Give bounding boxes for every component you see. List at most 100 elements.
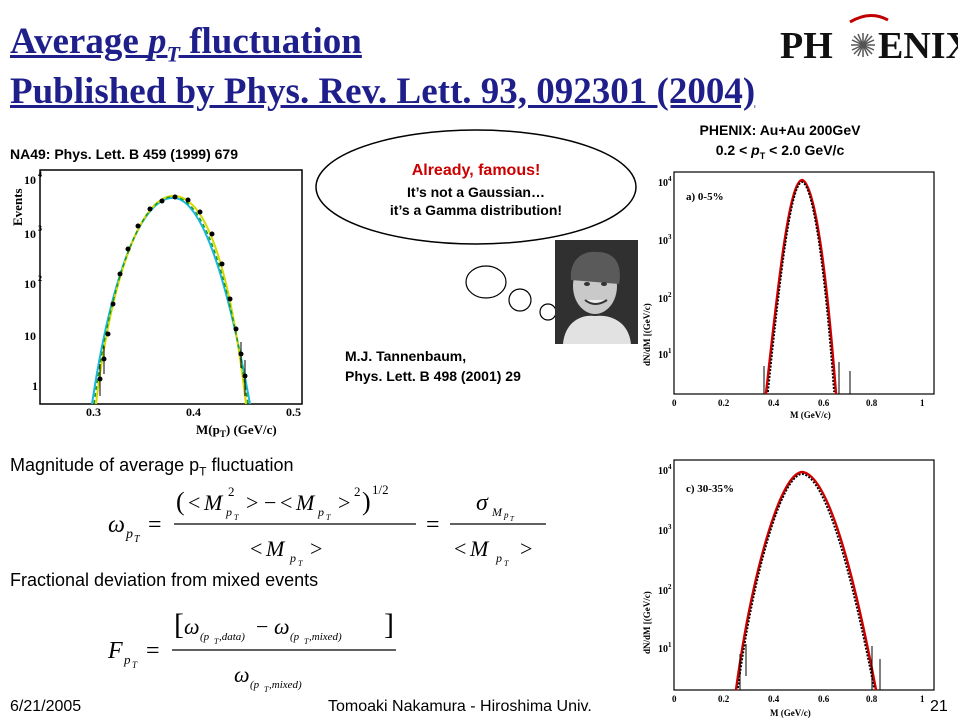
svg-text:ω: ω bbox=[108, 512, 125, 538]
svg-text:=: = bbox=[146, 638, 160, 664]
thought-circles bbox=[460, 262, 560, 322]
fractional-label: Fractional deviation from mixed events bbox=[10, 570, 319, 590]
phenix-a-ytick-3: 103 bbox=[658, 233, 672, 247]
phenix-c-ytick-4: 104 bbox=[658, 463, 672, 477]
svg-text:p: p bbox=[123, 652, 131, 667]
phenix-plot-a: 104 103 102 101 dN/dM [(GeV/c) 0 0.2 0.4 0… bbox=[640, 166, 940, 422]
tannenbaum-photo bbox=[555, 240, 638, 344]
svg-text:T: T bbox=[234, 513, 239, 522]
phenix-a-label: a) 0-5% bbox=[686, 191, 724, 203]
phenix-a-ytick-2: 102 bbox=[658, 291, 672, 305]
footer-author: Tomoaki Nakamura - Hiroshima Univ. bbox=[328, 698, 592, 715]
phenix-logo: PH ENIX bbox=[780, 12, 960, 70]
svg-text:>: > bbox=[246, 490, 258, 515]
bubble-line3: it’s a Gamma distribution! bbox=[389, 202, 563, 218]
na49-xtick-04: 0.4 bbox=[186, 405, 201, 419]
svg-text:ω: ω bbox=[274, 614, 290, 639]
svg-text:(p: (p bbox=[250, 679, 260, 691]
svg-text:>: > bbox=[520, 536, 532, 561]
svg-text:p: p bbox=[503, 510, 509, 520]
f-equation: F p T = [ ω (p T ,data) − ω (p T ,mixed)… bbox=[100, 600, 420, 696]
speech-bubble: Already, famous! It’s not a Gaussian… it… bbox=[314, 128, 638, 246]
svg-text:2: 2 bbox=[228, 484, 235, 499]
phenix-c-ytick-3: 103 bbox=[658, 523, 672, 537]
phenix-c-ytick-2: 102 bbox=[658, 583, 672, 597]
phenix-plot-c: 104 103 102 101 dN/dM [(GeV/c) 0 0.2 0.4 0… bbox=[640, 454, 940, 720]
na49-points bbox=[97, 194, 248, 382]
svg-text:ω: ω bbox=[184, 614, 200, 639]
svg-text:(p: (p bbox=[200, 631, 210, 643]
phenix-a-ylabel: dN/dM [(GeV/c) bbox=[642, 303, 652, 366]
phenix-a-xlabel: M (GeV/c) bbox=[790, 410, 831, 420]
svg-text:1: 1 bbox=[920, 398, 925, 408]
svg-text:0.4: 0.4 bbox=[768, 694, 780, 704]
svg-text:,mixed): ,mixed) bbox=[309, 631, 342, 643]
logo-enix: ENIX bbox=[878, 25, 958, 67]
svg-text:): ) bbox=[362, 487, 371, 516]
svg-text:<: < bbox=[188, 490, 200, 515]
na49-fit-cyan bbox=[91, 196, 251, 405]
svg-text:σ: σ bbox=[476, 490, 489, 516]
svg-text:[: [ bbox=[174, 608, 184, 641]
svg-text:p: p bbox=[289, 551, 296, 565]
svg-text:p: p bbox=[225, 505, 232, 519]
na49-caption: NA49: Phys. Lett. B 459 (1999) 679 bbox=[10, 146, 238, 162]
svg-text:−: − bbox=[256, 614, 268, 639]
na49-ytick-1e4: 10 bbox=[24, 173, 36, 187]
na49-yexp-2: 2 bbox=[38, 274, 42, 283]
svg-text:0.8: 0.8 bbox=[866, 398, 878, 408]
na49-ytick-1: 1 bbox=[32, 379, 38, 393]
svg-text:0: 0 bbox=[672, 398, 677, 408]
svg-text:M: M bbox=[491, 505, 503, 519]
svg-text:T: T bbox=[510, 515, 515, 523]
svg-text:−: − bbox=[264, 490, 276, 515]
title-suffix: fluctuation bbox=[179, 21, 362, 62]
svg-text:T: T bbox=[134, 534, 141, 545]
svg-text:M: M bbox=[295, 490, 316, 515]
tannenbaum-ref: Phys. Lett. B 498 (2001) 29 bbox=[345, 368, 521, 384]
footer-date: 6/21/2005 bbox=[10, 698, 82, 715]
tannenbaum-name: M.J. Tannenbaum, bbox=[345, 348, 467, 364]
svg-text:,mixed): ,mixed) bbox=[269, 679, 302, 691]
slide-title-line2: Published by Phys. Rev. Lett. 93, 092301… bbox=[10, 71, 756, 112]
title-p: p bbox=[148, 21, 167, 62]
svg-text:0.4: 0.4 bbox=[768, 398, 780, 408]
omega-equation: ω p T = ( < M 2 p T > − < M p T > 2 ) 1/… bbox=[100, 480, 560, 570]
svg-text:0.6: 0.6 bbox=[818, 398, 830, 408]
na49-xtick-03: 0.3 bbox=[86, 405, 101, 419]
svg-text:T: T bbox=[326, 513, 331, 522]
logo-ph: PH bbox=[780, 25, 833, 67]
svg-text:M: M bbox=[265, 536, 286, 561]
svg-text:<: < bbox=[250, 536, 262, 561]
svg-text:(: ( bbox=[176, 487, 185, 516]
phenix-caption-line1: PHENIX: Au+Au 200GeV bbox=[699, 122, 861, 138]
bubble-line1: Already, famous! bbox=[411, 162, 541, 179]
na49-xlabel: M(pT) (GeV/c) bbox=[196, 422, 277, 439]
svg-text:0: 0 bbox=[672, 694, 677, 704]
svg-text:(p: (p bbox=[290, 631, 300, 643]
svg-text:p: p bbox=[317, 505, 324, 519]
svg-text:p: p bbox=[495, 551, 502, 565]
na49-ylabel: Events bbox=[10, 188, 25, 226]
na49-frame bbox=[39, 169, 303, 405]
svg-text:]: ] bbox=[384, 608, 394, 641]
svg-text:M: M bbox=[203, 490, 224, 515]
svg-text:,data): ,data) bbox=[219, 631, 245, 643]
svg-text:>: > bbox=[310, 536, 322, 561]
title-sub: T bbox=[166, 41, 180, 67]
phenix-c-ytick-1: 101 bbox=[658, 641, 672, 655]
phenix-a-ytick-1: 101 bbox=[658, 347, 672, 361]
na49-yexp-3: 3 bbox=[38, 224, 42, 233]
phenix-a-ytick-4: 104 bbox=[658, 175, 672, 189]
phenix-caption-line2: 0.2 < pT < 2.0 GeV/c bbox=[715, 142, 845, 161]
svg-text:1/2: 1/2 bbox=[372, 482, 389, 497]
svg-text:=: = bbox=[148, 512, 162, 538]
svg-text:1: 1 bbox=[920, 694, 925, 704]
title-prefix: Average bbox=[10, 21, 148, 62]
svg-text:T: T bbox=[214, 637, 219, 646]
svg-text:>: > bbox=[338, 490, 350, 515]
svg-text:0.8: 0.8 bbox=[866, 694, 878, 704]
svg-text:M: M bbox=[469, 536, 490, 561]
svg-text:T: T bbox=[304, 637, 309, 646]
svg-text:T: T bbox=[504, 559, 509, 568]
